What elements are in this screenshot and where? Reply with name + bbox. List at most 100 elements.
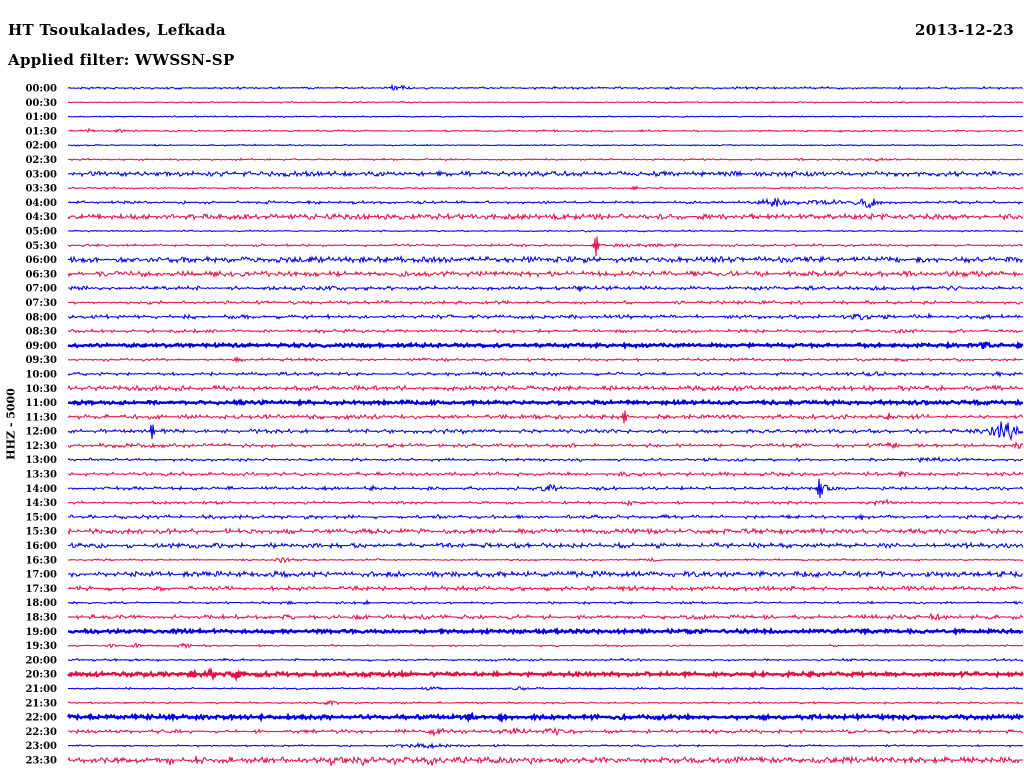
trace-row-00-00	[67, 83, 1024, 92]
trace-row-12-00	[67, 421, 1024, 442]
trace-row-14-30	[67, 498, 1024, 507]
trace-row-17-00	[67, 569, 1024, 579]
time-label: 20:30	[25, 670, 57, 681]
trace-row-06-30	[67, 269, 1024, 279]
time-label: 11:30	[25, 412, 57, 423]
time-label: 05:30	[25, 241, 57, 252]
time-label: 22:30	[25, 727, 57, 738]
trace-row-12-30	[67, 440, 1024, 450]
time-label: 12:30	[25, 441, 57, 452]
time-label: 00:30	[25, 98, 57, 109]
trace-row-17-30	[67, 584, 1024, 593]
time-label: 06:00	[25, 255, 57, 266]
trace-row-00-30	[67, 100, 1024, 104]
time-label: 19:00	[25, 627, 57, 638]
time-label: 09:30	[25, 355, 57, 366]
trace-row-10-30	[67, 384, 1024, 393]
time-label: 21:30	[25, 698, 57, 709]
trace-row-15-30	[67, 527, 1024, 536]
trace-row-09-00	[67, 340, 1024, 350]
time-label: 18:30	[25, 613, 57, 624]
trace-row-03-00	[67, 169, 1024, 178]
trace-row-09-30	[68, 355, 1024, 364]
trace-row-23-30	[67, 755, 1024, 767]
time-label: 08:00	[25, 312, 57, 323]
time-label: 11:00	[25, 398, 57, 409]
time-label: 04:00	[25, 198, 57, 209]
time-label: 16:30	[25, 555, 57, 566]
trace-row-10-00	[67, 370, 1024, 378]
time-label: 03:30	[25, 184, 57, 195]
date-label: 2013-12-23	[915, 21, 1014, 39]
time-label: 01:00	[25, 112, 57, 123]
trace-row-19-00	[67, 626, 1024, 637]
time-label: 17:00	[25, 570, 57, 581]
trace-row-16-30	[67, 556, 1024, 564]
trace-row-13-00	[67, 455, 1024, 464]
time-label: 02:30	[25, 155, 57, 166]
trace-row-05-00	[67, 229, 1024, 233]
trace-row-11-00	[67, 398, 1024, 408]
trace-row-06-00	[67, 254, 1024, 265]
time-label: 14:00	[25, 484, 57, 495]
trace-row-07-00	[67, 284, 1024, 292]
trace-row-19-30	[67, 642, 1024, 650]
trace-row-04-00	[68, 197, 1024, 210]
trace-row-08-30	[67, 327, 1024, 335]
trace-row-22-00	[67, 711, 1024, 724]
time-label: 06:30	[25, 269, 57, 280]
time-label: 21:00	[25, 684, 57, 695]
time-label: 10:30	[25, 384, 57, 395]
time-label: 17:30	[25, 584, 57, 595]
trace-row-11-30	[67, 410, 1024, 424]
trace-row-05-30	[67, 236, 1023, 257]
trace-row-14-00	[67, 478, 1023, 499]
time-label: 00:00	[25, 84, 57, 95]
trace-row-02-00	[67, 143, 1024, 147]
trace-row-04-30	[67, 212, 1024, 222]
trace-row-22-30	[67, 726, 1024, 738]
trace-row-01-00	[67, 115, 1024, 119]
time-label: 15:30	[25, 527, 57, 538]
trace-row-15-00	[67, 513, 1024, 521]
time-label: 04:30	[25, 212, 57, 223]
time-label: 13:00	[25, 455, 57, 466]
time-label: 03:00	[25, 169, 57, 180]
trace-row-02-30	[67, 157, 1024, 162]
time-label: 20:00	[25, 655, 57, 666]
trace-row-20-00	[68, 657, 1024, 663]
trace-row-16-00	[67, 541, 1024, 550]
time-label: 07:00	[25, 284, 57, 295]
trace-row-03-30	[67, 185, 1024, 192]
trace-row-18-00	[67, 598, 1024, 606]
time-label: 12:00	[25, 427, 57, 438]
time-label: 23:30	[25, 756, 57, 767]
time-label: 16:00	[25, 541, 57, 552]
trace-row-13-30	[67, 470, 1024, 478]
applied-filter-label: Applied filter: WWSSN-SP	[8, 51, 235, 69]
time-label: 01:30	[25, 126, 57, 137]
station-title: HT Tsoukalades, Lefkada	[8, 21, 226, 39]
time-label: 13:30	[25, 470, 57, 481]
time-label: 19:30	[25, 641, 57, 652]
time-label: 18:00	[25, 598, 57, 609]
trace-row-18-30	[67, 612, 1024, 622]
trace-row-21-00	[67, 686, 1023, 691]
time-label: 14:30	[25, 498, 57, 509]
time-label: 08:30	[25, 327, 57, 338]
time-label: 10:00	[25, 370, 57, 381]
trace-row-08-00	[67, 311, 1024, 321]
time-label: 09:00	[25, 341, 57, 352]
time-label: 23:00	[25, 741, 57, 752]
time-label: 07:30	[25, 298, 57, 309]
trace-row-21-30	[67, 700, 1023, 707]
trace-row-20-30	[67, 666, 1024, 683]
time-label: 02:00	[25, 141, 57, 152]
time-label: 15:00	[25, 512, 57, 523]
trace-row-23-00	[67, 742, 1024, 750]
time-label: 22:00	[25, 713, 57, 724]
trace-row-01-30	[68, 127, 1024, 134]
trace-row-07-30	[67, 299, 1023, 306]
